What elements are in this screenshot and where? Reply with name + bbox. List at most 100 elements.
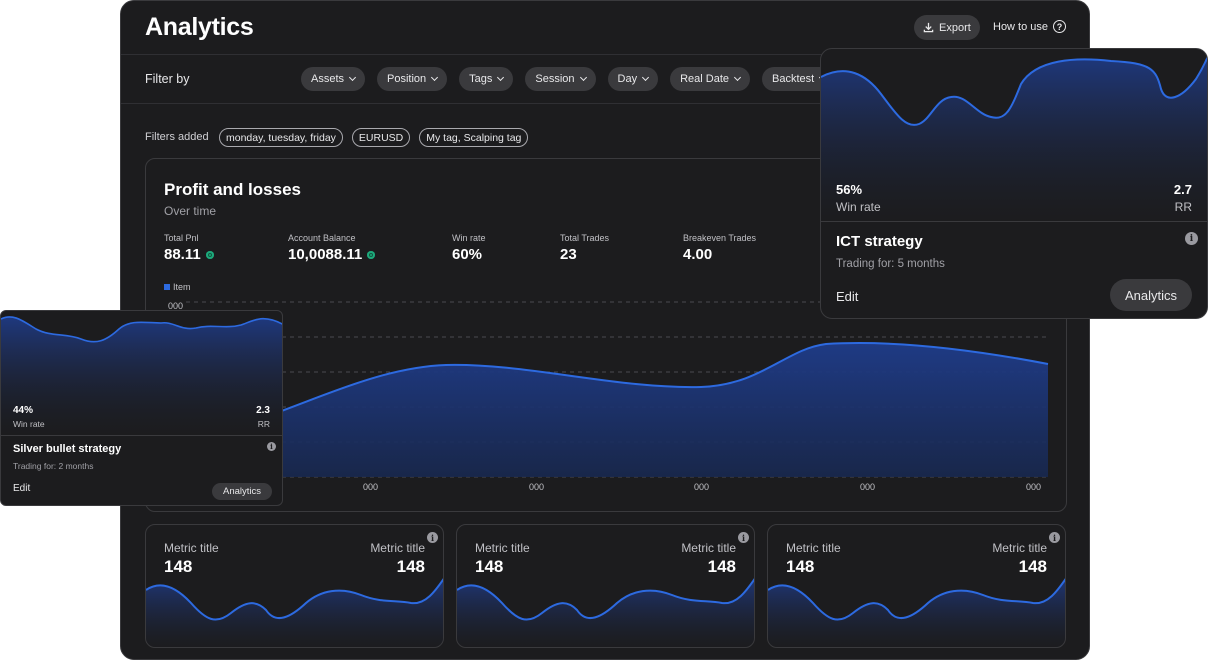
pnl-area-fill bbox=[276, 343, 1048, 477]
export-button[interactable]: Export bbox=[914, 15, 980, 40]
pnl-subtitle: Over time bbox=[164, 204, 217, 218]
metric-title: Metric title bbox=[786, 541, 841, 555]
metric-sparkline bbox=[146, 578, 443, 647]
metric-title: Metric title bbox=[475, 541, 530, 555]
filter-chip-real-date[interactable]: Real Date bbox=[670, 67, 751, 91]
metric-title: Metric title bbox=[992, 541, 1047, 555]
x-tick-label: 000 bbox=[694, 482, 710, 492]
chevron-down-icon bbox=[642, 73, 650, 82]
filter-divider bbox=[121, 103, 1089, 104]
ict-rr-label: RR bbox=[1174, 200, 1192, 214]
info-icon[interactable]: i bbox=[267, 442, 276, 451]
added-filter-tag[interactable]: monday, tuesday, friday bbox=[219, 128, 343, 147]
stat-account-balance: Account Balance 10,0088.11 bbox=[288, 233, 376, 263]
stat-label: Total Trades bbox=[560, 233, 610, 243]
chip-label: Position bbox=[387, 73, 427, 85]
metric-card: Metric title 148 Metric title 148 i bbox=[767, 524, 1066, 648]
filter-chip-tags[interactable]: Tags bbox=[459, 67, 514, 91]
chip-label: Tags bbox=[469, 73, 493, 85]
stat-value: 88.11 bbox=[164, 246, 201, 263]
silver-win-rate-value: 44% bbox=[13, 405, 34, 416]
silver-bullet-strategy-card: 44% Win rate 2.3 RR Silver bullet strate… bbox=[0, 310, 283, 506]
page-title: Analytics bbox=[145, 13, 254, 41]
filters-added-list: monday, tuesday, friday EURUSD My tag, S… bbox=[219, 128, 529, 147]
ict-divider bbox=[821, 221, 1207, 222]
help-icon: ? bbox=[1053, 20, 1067, 33]
pnl-line bbox=[275, 342, 1049, 414]
filter-by-label: Filter by bbox=[145, 72, 190, 86]
metric-value: 148 bbox=[786, 557, 815, 576]
stat-win-rate: Win rate 60% bbox=[452, 233, 486, 263]
chevron-down-icon bbox=[348, 73, 357, 82]
pnl-title: Profit and losses bbox=[164, 180, 301, 199]
silver-trading-duration: Trading for: 2 months bbox=[13, 461, 94, 471]
metric-title: Metric title bbox=[681, 541, 736, 555]
x-tick-label: 000 bbox=[363, 482, 379, 492]
chip-label: Backtest bbox=[772, 73, 815, 85]
added-filter-tag[interactable]: My tag, Scalping tag bbox=[419, 128, 529, 147]
y-tick-label: 000 bbox=[168, 301, 184, 311]
ict-trading-duration: Trading for: 5 months bbox=[836, 258, 945, 270]
header-divider bbox=[121, 54, 1089, 55]
filter-chip-position[interactable]: Position bbox=[377, 67, 448, 91]
info-icon[interactable]: i bbox=[1049, 532, 1060, 543]
silver-sparkline bbox=[1, 316, 282, 436]
chevron-down-icon bbox=[497, 73, 505, 82]
info-icon[interactable]: i bbox=[738, 532, 749, 543]
filter-chip-assets[interactable]: Assets bbox=[301, 67, 366, 91]
ict-sparkline bbox=[821, 56, 1207, 224]
metric-value: 148 bbox=[1018, 557, 1047, 576]
filter-chip-day[interactable]: Day bbox=[607, 67, 659, 91]
stat-value: 4.00 bbox=[683, 246, 713, 263]
ict-rr-value: 2.7 bbox=[1173, 182, 1192, 197]
metric-title: Metric title bbox=[164, 541, 219, 555]
x-tick-label: 000 bbox=[1026, 482, 1042, 492]
positive-dot-icon bbox=[367, 250, 376, 259]
chevron-down-icon bbox=[431, 73, 439, 82]
stat-value: 23 bbox=[560, 246, 577, 263]
stat-breakeven-trades: Breakeven Trades 4.00 bbox=[683, 233, 756, 263]
info-icon[interactable]: i bbox=[427, 532, 438, 543]
stat-value: 10,0088.11 bbox=[288, 246, 363, 263]
silver-win-rate-label: Win rate bbox=[13, 419, 45, 429]
metric-sparkline bbox=[768, 578, 1065, 647]
stat-label: Total Pnl bbox=[164, 233, 199, 243]
metric-title: Metric title bbox=[370, 541, 425, 555]
metric-card: Metric title 148 Metric title 148 i bbox=[456, 524, 755, 648]
silver-divider bbox=[1, 435, 282, 436]
how-to-use-link[interactable]: How to use ? bbox=[993, 20, 1067, 33]
silver-analytics-button[interactable]: Analytics bbox=[212, 483, 272, 500]
info-icon[interactable]: i bbox=[1185, 232, 1198, 245]
stat-label: Win rate bbox=[452, 233, 486, 243]
added-filter-tag[interactable]: EURUSD bbox=[351, 128, 411, 147]
chevron-down-icon bbox=[579, 73, 587, 82]
silver-edit-link[interactable]: Edit bbox=[13, 483, 31, 494]
download-icon bbox=[923, 22, 934, 33]
metric-card: Metric title 148 Metric title 148 i bbox=[145, 524, 444, 648]
ict-edit-link[interactable]: Edit bbox=[836, 289, 859, 304]
x-tick-label: 000 bbox=[529, 482, 545, 492]
filters-added-label: Filters added bbox=[145, 131, 209, 143]
chip-label: Session bbox=[535, 73, 575, 85]
metric-value: 148 bbox=[396, 557, 425, 576]
chip-label: Day bbox=[617, 73, 638, 85]
chart-legend: Item bbox=[164, 282, 191, 292]
filter-chip-session[interactable]: Session bbox=[525, 67, 596, 91]
pnl-area-chart bbox=[186, 301, 1049, 478]
metric-value: 148 bbox=[164, 557, 193, 576]
stat-total-trades: Total Trades 23 bbox=[560, 233, 609, 263]
metric-sparkline bbox=[457, 578, 754, 647]
silver-rr-label: RR bbox=[257, 419, 270, 429]
ict-strategy-title: ICT strategy bbox=[836, 233, 923, 250]
ict-analytics-button[interactable]: Analytics bbox=[1110, 279, 1192, 311]
chip-label: Real Date bbox=[680, 73, 730, 85]
stat-total-pnl: Total Pnl 88.11 bbox=[164, 233, 214, 263]
export-label: Export bbox=[939, 21, 971, 34]
chip-label: Assets bbox=[311, 73, 345, 85]
ict-win-rate-label: Win rate bbox=[836, 200, 881, 214]
x-tick-label: 000 bbox=[860, 482, 876, 492]
metric-value: 148 bbox=[707, 557, 736, 576]
filter-chip-row: Assets Position Tags Session Day Real Da… bbox=[301, 67, 836, 91]
how-to-use-label: How to use bbox=[993, 20, 1049, 33]
stat-label: Account Balance bbox=[288, 233, 356, 243]
